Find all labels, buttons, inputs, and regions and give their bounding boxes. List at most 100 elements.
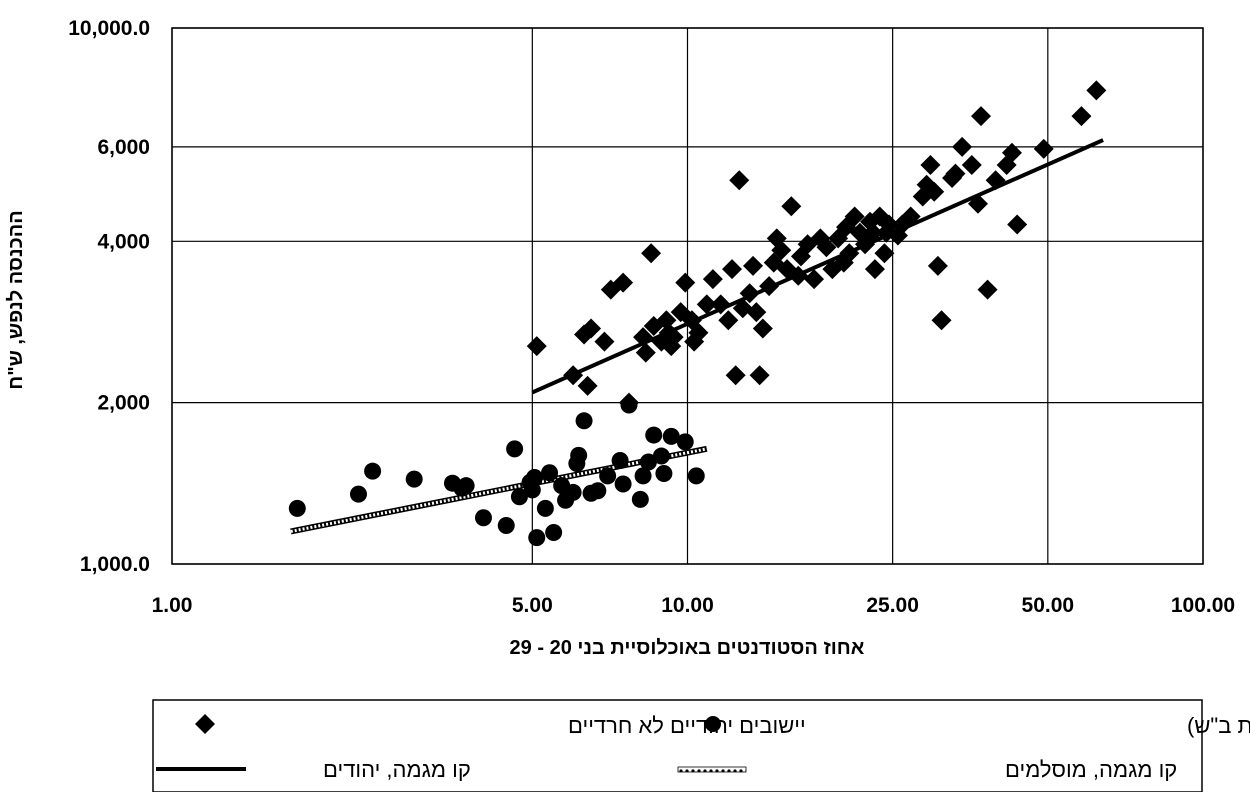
x-axis-title: אחוז הסטודנטים באוכלוסיית בני 20 - 29 (510, 637, 865, 659)
trend-lines (290, 138, 1104, 535)
point-jewish (743, 255, 764, 276)
point-jewish (952, 136, 973, 157)
x-tick-label: 100.00 (1171, 594, 1235, 617)
x-tick-label: 5.00 (512, 594, 553, 617)
point-jewish (971, 106, 992, 127)
trendline-muslim (290, 447, 708, 533)
legend-item-muslim: יישובים מוסלמים (למעט נפת ב"ש) (705, 713, 1250, 738)
legend-item-jewish-trend: קו מגמה, יהודים (156, 757, 471, 782)
point-jewish (702, 269, 723, 290)
y-axis-ticks: 1,000.0 2,000 4,000 6,000 10,000.0 (68, 17, 150, 576)
point-muslim (634, 467, 652, 485)
point-muslim (405, 470, 423, 488)
point-jewish (594, 331, 615, 352)
point-muslim (611, 451, 629, 469)
point-jewish (900, 206, 921, 227)
legend-label: קו מגמה, יהודים (323, 757, 471, 782)
point-muslim (457, 477, 475, 495)
legend-box (152, 699, 1203, 792)
point-muslim (564, 483, 582, 501)
point-muslim (614, 475, 632, 493)
point-muslim (687, 467, 705, 485)
point-muslim (545, 523, 563, 541)
point-jewish (945, 163, 966, 184)
point-jewish (563, 365, 584, 386)
point-jewish (816, 237, 837, 258)
point-muslim (349, 485, 367, 503)
point-muslim (288, 499, 306, 517)
legend-diamond-icon (195, 714, 215, 734)
point-muslim (620, 396, 638, 414)
x-tick-label: 1.00 (152, 594, 193, 617)
point-jewish (844, 206, 865, 227)
legend-item-jewish: יישובים יהודיים לא חרדיים (195, 713, 806, 738)
point-jewish (613, 272, 634, 293)
point-muslim (655, 465, 673, 483)
point-jewish (759, 276, 780, 297)
point-jewish (739, 283, 760, 304)
legend-item-muslim-trend: קו מגמה, מוסלמים (677, 757, 1177, 782)
point-jewish (961, 155, 982, 176)
point-muslim (639, 453, 657, 471)
point-jewish (920, 155, 941, 176)
point-muslim (506, 440, 524, 458)
x-tick-label: 50.00 (1022, 594, 1075, 617)
point-jewish (633, 327, 654, 348)
legend-label: קו מגמה, מוסלמים (1005, 757, 1177, 782)
point-jewish (526, 336, 547, 357)
point-jewish (1071, 106, 1092, 127)
point-jewish (577, 375, 598, 396)
point-jewish (977, 279, 998, 300)
point-jewish (725, 365, 746, 386)
point-muslim (497, 516, 515, 534)
x-tick-label: 25.00 (866, 594, 919, 617)
point-jewish (749, 365, 770, 386)
point-jewish (924, 181, 945, 202)
point-jewish (1033, 138, 1054, 159)
point-muslim (541, 464, 559, 482)
point-jewish (839, 243, 860, 264)
point-jewish (862, 222, 883, 243)
point-muslim (575, 412, 593, 430)
point-jewish (931, 310, 952, 331)
gridlines (171, 27, 1204, 565)
point-muslim (510, 488, 528, 506)
legend: יישובים מוסלמים (למעט נפת ב"ש) יישובים י… (152, 699, 1250, 792)
point-jewish (696, 294, 717, 315)
point-jewish (641, 243, 662, 264)
point-muslim (631, 490, 649, 508)
legend-circle-icon (705, 716, 721, 732)
point-jewish (927, 255, 948, 276)
point-muslim (599, 467, 617, 485)
point-jewish (864, 259, 885, 280)
plot-area (171, 27, 1204, 565)
point-jewish (771, 240, 792, 261)
point-jewish (656, 310, 677, 331)
point-jewish (874, 243, 895, 264)
point-muslim (662, 427, 680, 445)
point-jewish (1007, 214, 1028, 235)
point-jewish (729, 170, 750, 191)
point-muslim (589, 482, 607, 500)
point-muslim (570, 446, 588, 464)
legend-label: יישובים יהודיים לא חרדיים (568, 713, 806, 738)
trendline-jewish (531, 138, 1104, 395)
data-points (288, 80, 1107, 547)
legend-label: יישובים מוסלמים (למעט נפת ב"ש) (1187, 713, 1250, 738)
point-jewish (688, 322, 709, 343)
point-jewish (1001, 142, 1022, 163)
point-muslim (528, 529, 546, 547)
x-tick-label: 10.00 (661, 594, 714, 617)
point-jewish (663, 327, 684, 348)
point-muslim (474, 509, 492, 527)
point-jewish (746, 302, 767, 323)
point-jewish (635, 342, 656, 363)
point-jewish (967, 193, 988, 214)
point-jewish (879, 214, 900, 235)
point-muslim (364, 462, 382, 480)
legend-dotted-line-icon (677, 766, 747, 773)
point-jewish (985, 170, 1006, 191)
y-tick-label: 6,000 (97, 136, 150, 159)
